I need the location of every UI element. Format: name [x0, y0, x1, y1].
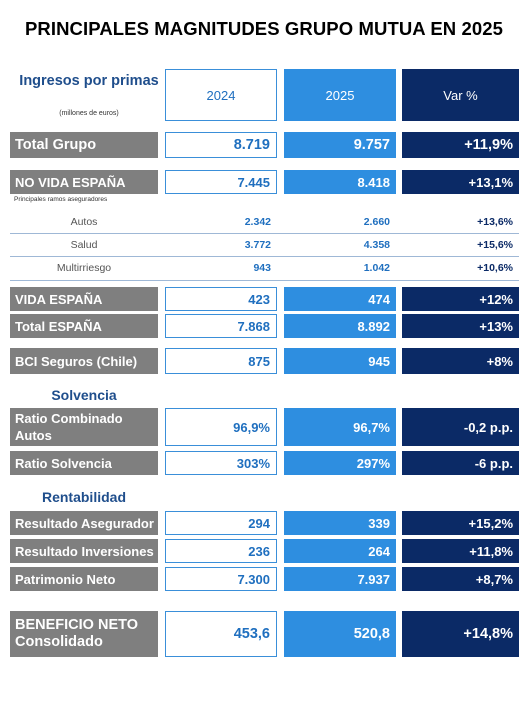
- value-2025-multirriesgo: 1.042: [363, 262, 390, 274]
- value-2024-total-espana: 7.868: [165, 314, 277, 338]
- value-var-no-vida: +13,1%: [402, 170, 519, 194]
- row-label-total-espana: Total ESPAÑA: [10, 314, 158, 338]
- value-2025-ratio-solvencia: 297%: [284, 451, 396, 475]
- value-var-autos: +13,6%: [477, 216, 513, 228]
- value-2025-salud: 4.358: [363, 239, 390, 251]
- row-label-patrimonio-neto: Patrimonio Neto: [10, 567, 158, 591]
- row-label-resultado-asegurador: Resultado Asegurador: [10, 511, 158, 535]
- value-2024-autos: 2.342: [244, 216, 271, 228]
- header-sublabel: (millones de euros): [59, 110, 119, 117]
- value-2025-resultado-inversiones: 264: [284, 539, 396, 563]
- value-2024-vida: 423: [165, 287, 277, 311]
- row-label-ratio-combinado: Ratio Combinado Autos: [10, 408, 158, 446]
- value-2025-resultado-asegurador: 339: [284, 511, 396, 535]
- value-2025-bci: 945: [284, 348, 396, 374]
- row-label-bci: BCI Seguros (Chile): [10, 348, 158, 374]
- value-2025-ratio-combinado: 96,7%: [284, 408, 396, 446]
- divider: [10, 233, 519, 234]
- value-var-total-espana: +13%: [402, 314, 519, 338]
- value-2024-bci: 875: [165, 348, 277, 374]
- value-2025-beneficio-neto: 520,8: [284, 611, 396, 657]
- header-label: Ingresos por primas: [19, 73, 159, 89]
- value-2024-no-vida: 7.445: [165, 170, 277, 194]
- section-heading-rentabilidad: Rentabilidad: [41, 489, 126, 505]
- row-label-autos: Autos: [70, 216, 98, 228]
- column-header-var: Var %: [402, 69, 519, 121]
- row-label-salud: Salud: [70, 239, 98, 251]
- value-var-ratio-solvencia: -6 p.p.: [402, 451, 519, 475]
- value-2025-total-grupo: 9.757: [284, 132, 396, 158]
- value-2025-patrimonio-neto: 7.937: [284, 567, 396, 591]
- value-2024-patrimonio-neto: 7.300: [165, 567, 277, 591]
- value-var-resultado-inversiones: +11,8%: [402, 539, 519, 563]
- section-heading-solvencia: Solvencia: [51, 387, 117, 403]
- value-2024-ratio-solvencia: 303%: [165, 451, 277, 475]
- row-label-ratio-solvencia: Ratio Solvencia: [10, 451, 158, 475]
- value-2024-beneficio-neto: 453,6: [165, 611, 277, 657]
- value-2024-resultado-inversiones: 236: [165, 539, 277, 563]
- value-var-salud: +15,6%: [477, 239, 513, 251]
- value-2024-salud: 3.772: [244, 239, 271, 251]
- row-label-resultado-inversiones: Resultado Inversiones: [10, 539, 158, 563]
- row-label-no-vida: NO VIDA ESPAÑA: [10, 170, 158, 194]
- note-principales-ramos: Principales ramos aseguradores: [14, 196, 108, 203]
- value-var-total-grupo: +11,9%: [402, 132, 519, 158]
- value-var-vida: +12%: [402, 287, 519, 311]
- column-header-2025: 2025: [284, 69, 396, 121]
- value-var-resultado-asegurador: +15,2%: [402, 511, 519, 535]
- value-2025-total-espana: 8.892: [284, 314, 396, 338]
- value-2024-ratio-combinado: 96,9%: [165, 408, 277, 446]
- value-2024-resultado-asegurador: 294: [165, 511, 277, 535]
- divider: [10, 256, 519, 257]
- row-label-multirriesgo: Multirriesgo: [56, 262, 112, 274]
- value-var-beneficio-neto: +14,8%: [402, 611, 519, 657]
- row-label-beneficio-neto: BENEFICIO NETO Consolidado: [10, 611, 158, 657]
- value-var-ratio-combinado: -0,2 p.p.: [402, 408, 519, 446]
- divider: [10, 280, 519, 281]
- column-header-2024: 2024: [165, 69, 277, 121]
- row-label-total-grupo: Total Grupo: [10, 132, 158, 158]
- value-var-multirriesgo: +10,6%: [477, 262, 513, 274]
- value-2025-vida: 474: [284, 287, 396, 311]
- value-var-bci: +8%: [402, 348, 519, 374]
- value-2024-multirriesgo: 943: [253, 262, 271, 274]
- value-2025-autos: 2.660: [363, 216, 390, 228]
- row-label-vida: VIDA ESPAÑA: [10, 287, 158, 311]
- value-2025-no-vida: 8.418: [284, 170, 396, 194]
- value-2024-total-grupo: 8.719: [165, 132, 277, 158]
- value-var-patrimonio-neto: +8,7%: [402, 567, 519, 591]
- page-title: PRINCIPALES MAGNITUDES GRUPO MUTUA EN 20…: [24, 18, 504, 39]
